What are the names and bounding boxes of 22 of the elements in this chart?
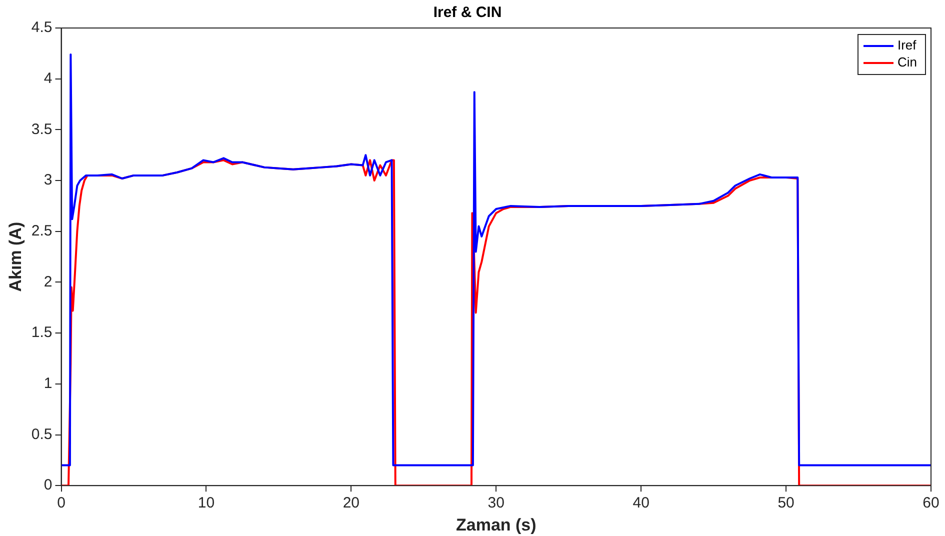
x-tick-label: 10 (198, 494, 215, 512)
y-tick-label: 3.5 (31, 120, 52, 138)
y-tick-label: 4.5 (31, 19, 52, 36)
x-tick-label: 30 (488, 494, 504, 512)
x-tick-label: 50 (778, 494, 794, 512)
y-tick-label: 1.5 (31, 324, 52, 342)
x-axis-title: Zaman (s) (456, 515, 536, 534)
y-tick-label: 2 (44, 273, 52, 290)
y-tick-label: 3 (44, 172, 52, 189)
legend-label: Cin (897, 54, 918, 70)
x-tick-label: 0 (57, 494, 66, 512)
y-axis-title: Akım (A) (6, 222, 25, 292)
x-tick-label: 40 (632, 494, 650, 512)
x-tick-label: 20 (342, 494, 360, 512)
legend-label: Iref (897, 38, 917, 53)
y-tick-label: 4 (44, 70, 52, 87)
x-tick-label: 60 (922, 494, 940, 512)
y-tick-label: 0 (44, 476, 52, 494)
y-tick-label: 2.5 (31, 222, 52, 240)
chart-title: Iref & CIN (433, 4, 502, 22)
y-tick-label: 1 (44, 375, 52, 392)
y-tick-label: 0.5 (31, 426, 52, 443)
